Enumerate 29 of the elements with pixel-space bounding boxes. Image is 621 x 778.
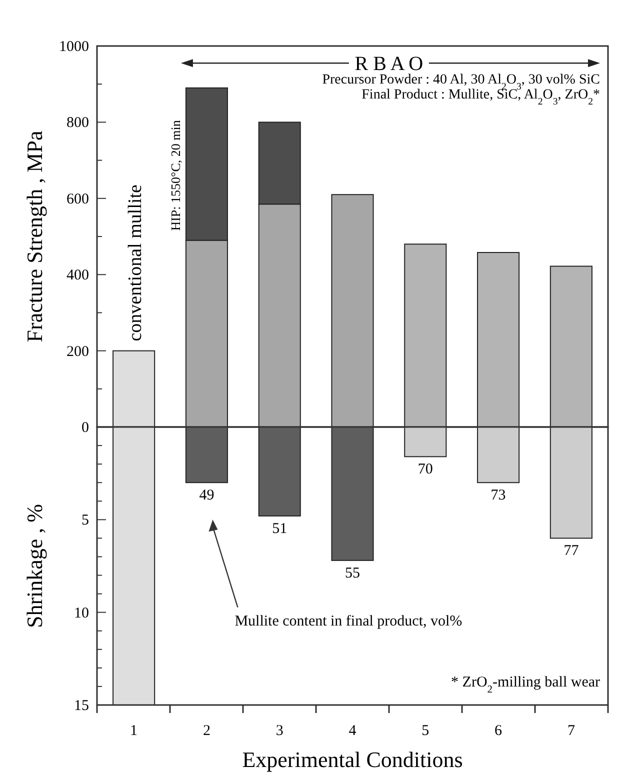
annotation: HIP: 1550°C, 20 min bbox=[168, 120, 183, 231]
annotation: conventional mullite bbox=[124, 184, 146, 342]
annotation: 70 bbox=[418, 462, 433, 478]
annotation: 77 bbox=[564, 543, 580, 560]
x-tick-label: 1 bbox=[130, 723, 138, 739]
y-tick-label: 5 bbox=[82, 512, 89, 529]
y-tick-label: 200 bbox=[66, 344, 89, 360]
y-axis-title: Fracture Strength , MPa bbox=[22, 130, 47, 342]
y-axis-title: Shrinkage , % bbox=[22, 504, 47, 628]
annotation: 73 bbox=[490, 488, 506, 504]
y-tick-label: 0 bbox=[82, 420, 89, 436]
annotation: 55 bbox=[345, 565, 360, 582]
annotation: 49 bbox=[199, 488, 214, 504]
annotation: * ZrO$_{2}$-milling ball wear bbox=[451, 674, 600, 695]
annotation: 51 bbox=[272, 520, 288, 537]
x-tick-label: 5 bbox=[422, 723, 430, 739]
x-tick-label: 6 bbox=[494, 723, 503, 739]
x-tick-label: 2 bbox=[202, 723, 210, 739]
x-tick-label: 3 bbox=[276, 723, 284, 739]
x-tick-label: 7 bbox=[567, 723, 576, 739]
y-tick-label: 10 bbox=[74, 605, 89, 622]
y-tick-label: 800 bbox=[66, 115, 89, 132]
y-tick-label: 1000 bbox=[59, 39, 89, 55]
y-tick-label: 600 bbox=[66, 191, 89, 208]
annotation: Mullite content in final product, vol% bbox=[234, 613, 462, 630]
y-tick-label: 15 bbox=[74, 698, 89, 714]
y-tick-label: 400 bbox=[66, 268, 89, 284]
x-axis-title: Experimental Conditions bbox=[242, 747, 463, 772]
x-tick-label: 4 bbox=[348, 723, 357, 739]
